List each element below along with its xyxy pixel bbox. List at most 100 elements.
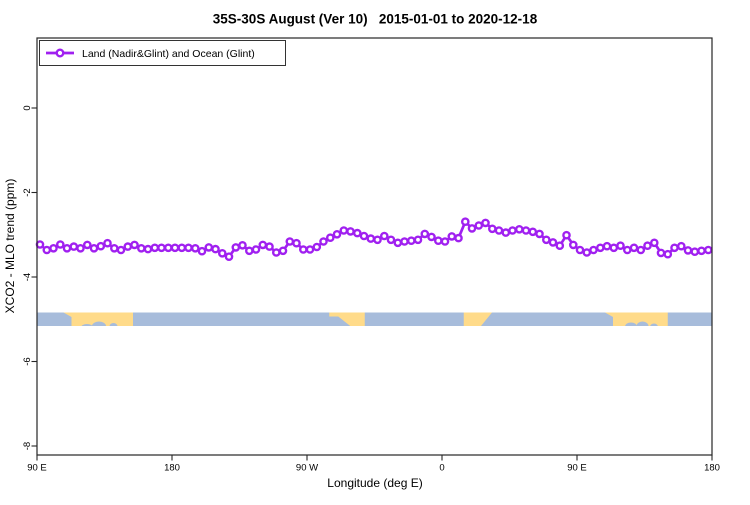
data-point-marker: [670, 243, 679, 253]
data-point-marker: [366, 234, 376, 243]
data-point-marker: [89, 243, 99, 253]
data-point-marker: [413, 235, 423, 245]
data-point-marker: [346, 227, 355, 236]
data-point-marker: [217, 248, 227, 258]
land-segment: [613, 312, 668, 326]
data-point-marker: [420, 229, 430, 239]
data-point-marker: [548, 238, 558, 247]
data-point-marker: [460, 217, 470, 226]
data-point-marker: [555, 241, 565, 250]
data-point-marker: [629, 243, 639, 253]
data-point-marker: [643, 241, 652, 250]
data-point-marker: [110, 243, 119, 253]
data-point-marker: [332, 229, 342, 239]
data-point-marker: [231, 243, 241, 252]
data-point-marker: [258, 240, 268, 250]
data-point-marker: [494, 226, 504, 235]
data-point-marker: [379, 231, 389, 241]
land-segment: [463, 312, 492, 326]
data-point-marker: [238, 240, 247, 250]
data-point-marker: [352, 228, 362, 238]
data-point-marker: [177, 243, 187, 253]
data-point-marker: [487, 224, 497, 234]
data-point-marker: [474, 221, 484, 230]
legend-label: Land (Nadir&Glint) and Ocean (Glint): [82, 48, 255, 60]
data-point-marker: [589, 245, 598, 255]
data-point-marker: [319, 237, 328, 246]
data-point-marker: [582, 248, 592, 257]
data-point-marker: [650, 238, 659, 248]
data-point-marker: [636, 245, 646, 255]
data-point-marker: [298, 245, 308, 254]
chart-title: 35S-30S August (Ver 10) 2015-01-01 to 20…: [213, 12, 538, 27]
data-point-marker: [83, 240, 92, 250]
land-segment: [605, 312, 613, 317]
y-tick-label: -6: [22, 357, 33, 365]
data-point-marker: [271, 248, 281, 257]
data-point-marker: [251, 245, 261, 254]
y-tick-label: -8: [22, 442, 33, 450]
data-point-marker: [69, 242, 79, 251]
data-point-marker: [305, 245, 315, 254]
data-point-marker: [312, 242, 322, 252]
data-point-marker: [528, 227, 538, 237]
data-point-marker: [103, 238, 112, 248]
data-point-marker: [373, 235, 382, 245]
data-point-marker: [244, 246, 254, 256]
legend: Land (Nadir&Glint) and Ocean (Glint): [39, 40, 286, 66]
data-point-marker: [278, 246, 288, 256]
data-point-marker: [467, 224, 477, 233]
data-point-marker: [49, 243, 58, 253]
data-point-marker: [501, 228, 511, 237]
x-tick-label: 180: [164, 463, 180, 474]
y-tick-label: -4: [22, 273, 33, 281]
data-point-marker: [663, 249, 673, 259]
data-point-marker: [265, 242, 274, 251]
data-point-marker: [359, 231, 369, 241]
legend-marker-icon: [55, 48, 65, 58]
data-point-marker: [562, 230, 571, 240]
coast-notch: [109, 323, 118, 326]
data-point-marker: [656, 248, 666, 258]
data-point-marker: [623, 245, 632, 255]
data-point-marker: [406, 236, 416, 245]
ocean-strip: [37, 312, 712, 326]
data-point-marker: [150, 243, 160, 253]
land-segment: [71, 312, 133, 326]
land-segment: [63, 312, 72, 317]
data-point-marker: [184, 243, 193, 253]
data-point-marker: [204, 243, 214, 252]
data-point-marker: [677, 241, 686, 251]
coast-notch: [625, 322, 637, 326]
data-point-marker: [116, 245, 126, 255]
data-point-marker: [454, 233, 463, 243]
data-point-marker: [170, 243, 180, 253]
data-point-marker: [211, 244, 220, 254]
data-point-marker: [42, 245, 52, 255]
data-point-marker: [569, 240, 578, 250]
legend-box: [39, 40, 286, 66]
y-tick-label: 0: [22, 105, 33, 110]
x-tick-label: 90 E: [27, 463, 47, 474]
data-point-marker: [596, 243, 605, 253]
data-point-marker: [447, 232, 457, 241]
data-point-marker: [683, 246, 693, 255]
land-segment: [329, 312, 365, 326]
data-point-marker: [130, 240, 139, 250]
data-point-marker: [224, 252, 234, 262]
land-ocean-strip: [37, 312, 712, 326]
data-point-marker: [96, 241, 106, 251]
data-point-marker: [427, 232, 436, 242]
plot-border: [36, 37, 713, 456]
data-point-marker: [690, 247, 700, 256]
x-tick-label: 180: [704, 463, 720, 474]
coast-notch: [81, 324, 93, 326]
data-point-marker: [76, 243, 85, 253]
data-point-marker: [515, 224, 524, 234]
data-point-marker: [62, 243, 72, 253]
data-point-marker: [157, 243, 166, 253]
data-point-marker: [440, 237, 450, 246]
data-point-marker: [123, 242, 133, 251]
